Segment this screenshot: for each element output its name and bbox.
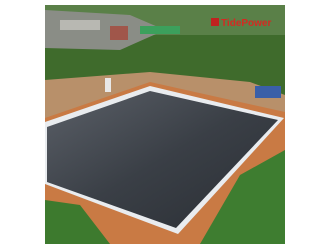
logo-icon <box>211 18 219 26</box>
factory-building <box>140 26 180 34</box>
factory-building <box>60 20 100 30</box>
factory-building <box>110 26 128 40</box>
photo-frame: TidePower <box>0 0 320 244</box>
tank <box>105 78 111 92</box>
aerial-photo <box>45 5 285 244</box>
blue-shed <box>255 86 281 98</box>
watermark: TidePower <box>221 18 271 29</box>
page: TidePower (() => { const data = JSON.par… <box>0 0 320 244</box>
